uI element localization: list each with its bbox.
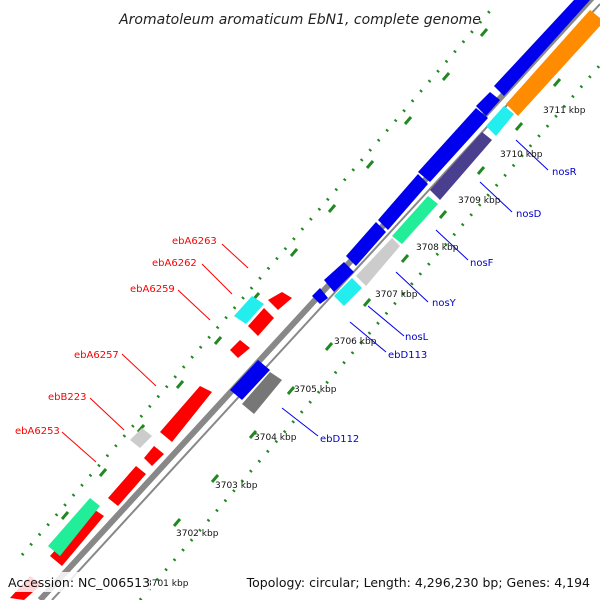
tick-label: 3703 kbp [215,481,258,491]
reverse-strand-genes [10,292,292,600]
gene-arrow [346,222,386,266]
gene-arrow [324,262,354,292]
gene-arrow [268,292,292,310]
topology-text: Topology: circular; Length: 4,296,230 bp… [246,575,590,590]
gene-label: ebD113 [388,350,427,361]
gene-arrow [378,174,428,230]
gene-arrow [486,106,514,136]
tick-label: 3707 kbp [375,290,418,300]
tick-label: 3705 kbp [294,385,337,395]
gene-arrow [392,196,438,244]
outer-major-ticks [60,28,562,527]
gene-arrow [430,132,492,200]
gene-label: nosY [432,298,457,309]
gene-label: ebA6262 [152,258,197,269]
gene-label: ebA6259 [130,284,175,295]
tick-label: 3701 kbp [146,579,189,589]
gene-arrow [144,446,164,466]
tick-label: 3708 kbp [416,243,459,253]
gene-arrow [476,92,500,116]
forward-gene-labels: nosR nosD nosF nosY nosL ebD113 ebD112 [320,167,577,445]
gene-arrow [230,340,250,358]
gene-label: ebB223 [48,392,86,403]
gene-arrow [130,428,152,448]
gene-arrow [48,498,100,556]
gene-label: nosD [516,209,542,220]
gene-arrow [418,108,488,182]
position-tick-labels: 3701 kbp 3702 kbp 3703 kbp 3704 kbp 3705… [146,106,586,589]
tick-label: 3706 kbp [334,337,377,347]
gene-label: nosF [470,258,494,269]
gene-arrow [356,238,400,286]
blue-leader-lines [281,139,549,437]
gene-label: ebA6263 [172,236,217,247]
gene-label: nosL [405,332,429,343]
outer-dotted-track [20,4,600,600]
gene-arrow [160,386,212,442]
footer-backdrop [0,572,150,592]
gene-label: ebA6257 [74,350,119,361]
reverse-gene-labels: ebA6263 ebA6262 ebA6259 ebA6257 ebB223 e… [15,236,217,437]
tick-label: 3709 kbp [458,196,501,206]
gene-label: ebD112 [320,434,359,445]
tick-label: 3704 kbp [254,433,297,443]
gene-arrow [108,466,146,506]
map-title: Aromatoleum aromaticum EbN1, complete ge… [118,12,481,28]
accession-text: Accession: NC_006513 [8,575,150,590]
gene-arrow [230,360,270,400]
gene-arrow [234,296,264,324]
gene-arrow [312,288,328,304]
gene-label: ebA6253 [15,426,60,437]
tick-label: 3710 kbp [500,150,543,160]
forward-strand-genes [230,0,600,414]
gene-arrow [242,372,282,414]
gene-arrow [248,308,274,336]
gene-arrow [506,10,600,116]
gene-arrow [494,0,590,96]
gene-label: nosR [552,167,577,178]
tick-label: 3702 kbp [176,529,219,539]
red-leader-lines [61,243,249,463]
gene-arrow [334,278,362,306]
tick-label: 3711 kbp [543,106,586,116]
